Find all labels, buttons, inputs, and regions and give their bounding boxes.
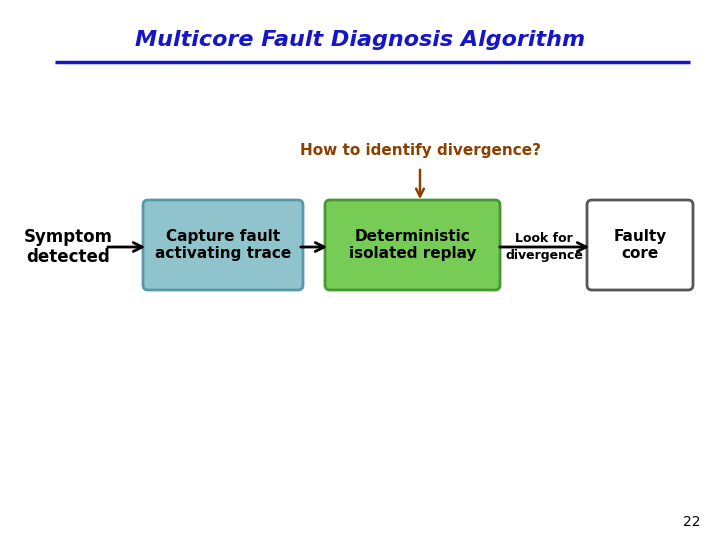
Text: Look for: Look for [515,232,573,245]
Text: How to identify divergence?: How to identify divergence? [300,143,541,158]
FancyBboxPatch shape [587,200,693,290]
Text: Capture fault
activating trace: Capture fault activating trace [155,229,291,261]
Text: detected: detected [26,248,110,266]
Text: Multicore Fault Diagnosis Algorithm: Multicore Fault Diagnosis Algorithm [135,30,585,50]
Text: divergence: divergence [505,248,583,261]
FancyBboxPatch shape [325,200,500,290]
FancyBboxPatch shape [143,200,303,290]
Text: Faulty
core: Faulty core [613,229,667,261]
Text: 22: 22 [683,515,700,529]
Text: Deterministic
isolated replay: Deterministic isolated replay [348,229,476,261]
Text: Symptom: Symptom [24,228,112,246]
